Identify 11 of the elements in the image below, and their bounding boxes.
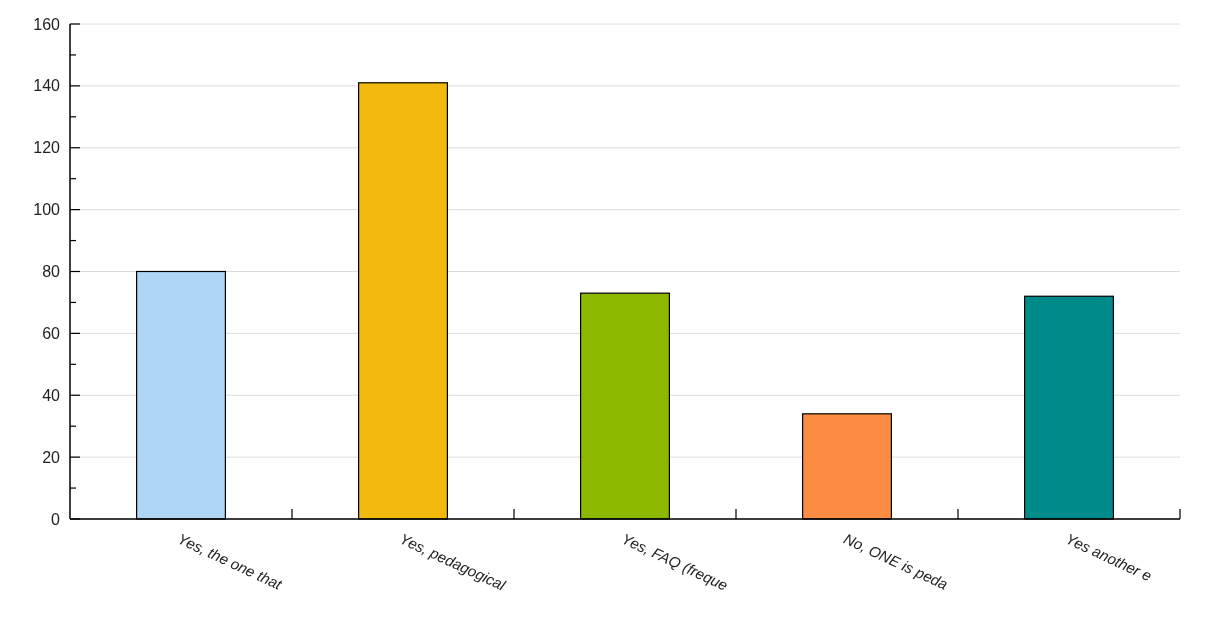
y-tick-label: 20 — [42, 448, 61, 466]
y-tick-label: 40 — [42, 386, 61, 404]
y-tick-label: 140 — [33, 77, 61, 95]
y-tick-label: 0 — [51, 510, 61, 528]
y-tick-label: 120 — [33, 139, 61, 157]
y-tick-label: 100 — [33, 201, 61, 219]
x-tick-label: Yes, the one that — [175, 529, 286, 594]
y-tick-label: 160 — [33, 15, 61, 33]
y-tick-label: 80 — [42, 263, 61, 281]
y-tick-label: 60 — [42, 324, 61, 342]
x-tick-label: No, ONE is peda — [841, 529, 951, 593]
